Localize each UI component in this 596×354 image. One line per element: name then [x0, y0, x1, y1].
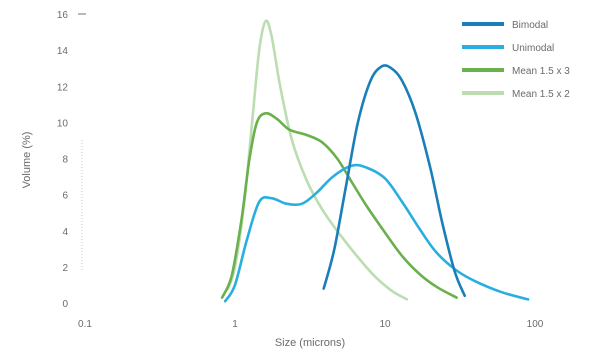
- legend-label: Mean 1.5 x 2: [512, 89, 570, 100]
- x-tick-label: 1: [232, 319, 238, 330]
- y-axis-label: Volume (%): [21, 132, 33, 189]
- x-axis-ticks: 0.1 1 10 100: [78, 319, 544, 330]
- x-axis-label: Size (microns): [275, 337, 345, 349]
- y-tick-label: 2: [62, 263, 68, 274]
- series-lines: [220, 19, 530, 303]
- y-tick-label: 10: [57, 118, 69, 129]
- series-line-bimodal: [322, 64, 466, 298]
- y-tick-label: 12: [57, 82, 69, 93]
- legend-label: Mean 1.5 x 3: [512, 66, 570, 77]
- legend-label: Bimodal: [512, 20, 548, 31]
- y-tick-label: 16: [57, 10, 69, 21]
- x-tick-label: 0.1: [78, 319, 92, 330]
- y-tick-label: 4: [62, 227, 68, 238]
- series-line-mean-1-5-x-2: [226, 19, 409, 301]
- series-line-unimodal: [223, 163, 530, 303]
- x-tick-label: 100: [527, 319, 544, 330]
- y-tick-label: 6: [62, 191, 68, 202]
- y-axis-ticks: 0 2 4 6 8 10 12 14 16: [57, 10, 86, 310]
- legend: Bimodal Unimodal Mean 1.5 x 3 Mean 1.5 x 2: [462, 20, 570, 100]
- series-line-mean-1-5-x-3: [220, 111, 458, 299]
- y-tick-label: 0: [62, 299, 68, 310]
- y-tick-label: 8: [62, 155, 68, 166]
- legend-label: Unimodal: [512, 43, 554, 54]
- x-tick-label: 10: [379, 319, 391, 330]
- y-tick-label: 14: [57, 46, 69, 57]
